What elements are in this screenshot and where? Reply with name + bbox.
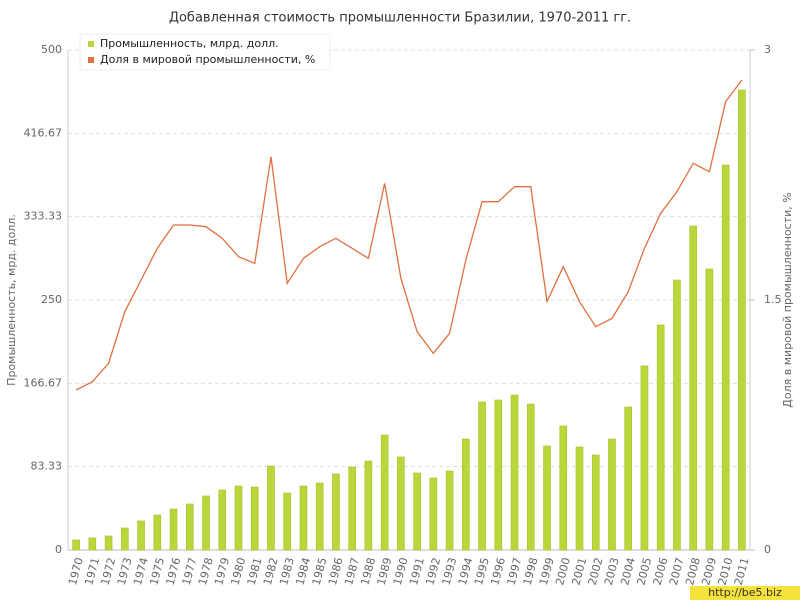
bar <box>104 535 113 551</box>
bar <box>640 365 649 551</box>
bar <box>429 477 438 551</box>
legend: Промышленность, млрд. долл. Доля в мирово… <box>79 33 331 71</box>
bar <box>413 472 421 551</box>
y-tick-label: 0 <box>55 543 62 556</box>
bar <box>250 486 259 551</box>
bar <box>656 324 665 551</box>
y2-tick-label: 0 <box>764 543 771 556</box>
bar <box>494 399 503 551</box>
bar <box>299 485 308 551</box>
bar <box>543 445 551 551</box>
bar <box>462 438 470 551</box>
bar <box>121 527 129 551</box>
bar <box>591 454 600 551</box>
bar <box>202 495 210 551</box>
bar <box>445 470 454 551</box>
bar <box>234 485 243 551</box>
bar <box>185 503 194 551</box>
y-tick-label: 500 <box>41 43 62 56</box>
y2-tick-label: 3 <box>764 43 771 56</box>
watermark-bg <box>690 586 800 600</box>
line <box>75 79 743 391</box>
legend-box <box>79 33 331 71</box>
bar <box>510 394 519 551</box>
legend-swatch <box>88 57 94 63</box>
y2-axis-label: Доля в мировой промышленности, % <box>781 192 794 407</box>
bar <box>689 225 697 551</box>
bar <box>575 446 584 551</box>
bar <box>218 489 227 551</box>
y-tick-label: 166.67 <box>24 376 63 389</box>
chart-title: Добавленная стоимость промышленности Бра… <box>169 11 631 26</box>
bar <box>624 406 633 551</box>
y-axis-label: Промышленность, мрд. долл. <box>5 214 18 386</box>
bar <box>315 482 324 551</box>
y-tick-label: 333.33 <box>24 210 63 223</box>
legend-swatch <box>88 41 94 47</box>
bar <box>137 520 145 551</box>
bar <box>673 279 681 551</box>
bar <box>267 465 275 551</box>
bar <box>526 403 535 551</box>
bar <box>559 425 568 551</box>
bar <box>380 434 389 551</box>
bar <box>332 473 340 551</box>
y-tick-label: 250 <box>41 293 62 306</box>
bar <box>169 508 178 551</box>
bar <box>364 460 373 551</box>
bar <box>397 456 405 551</box>
bar <box>721 164 730 551</box>
bar <box>608 438 616 551</box>
legend-label: Промышленность, млрд. долл. <box>100 37 279 50</box>
watermark: http://be5.biz <box>708 586 782 599</box>
bar <box>348 466 356 551</box>
bar <box>72 539 80 551</box>
bar <box>738 89 746 551</box>
y-tick-label: 83.33 <box>31 460 63 473</box>
bar <box>478 401 486 551</box>
bar <box>88 537 97 551</box>
legend-label: Доля в мировой промышленности, % <box>100 53 315 66</box>
y-tick-label: 416.67 <box>24 126 63 139</box>
y2-tick-label: 1.5 <box>764 293 782 306</box>
bar <box>705 268 714 551</box>
bar <box>283 492 292 551</box>
bar <box>153 514 162 551</box>
